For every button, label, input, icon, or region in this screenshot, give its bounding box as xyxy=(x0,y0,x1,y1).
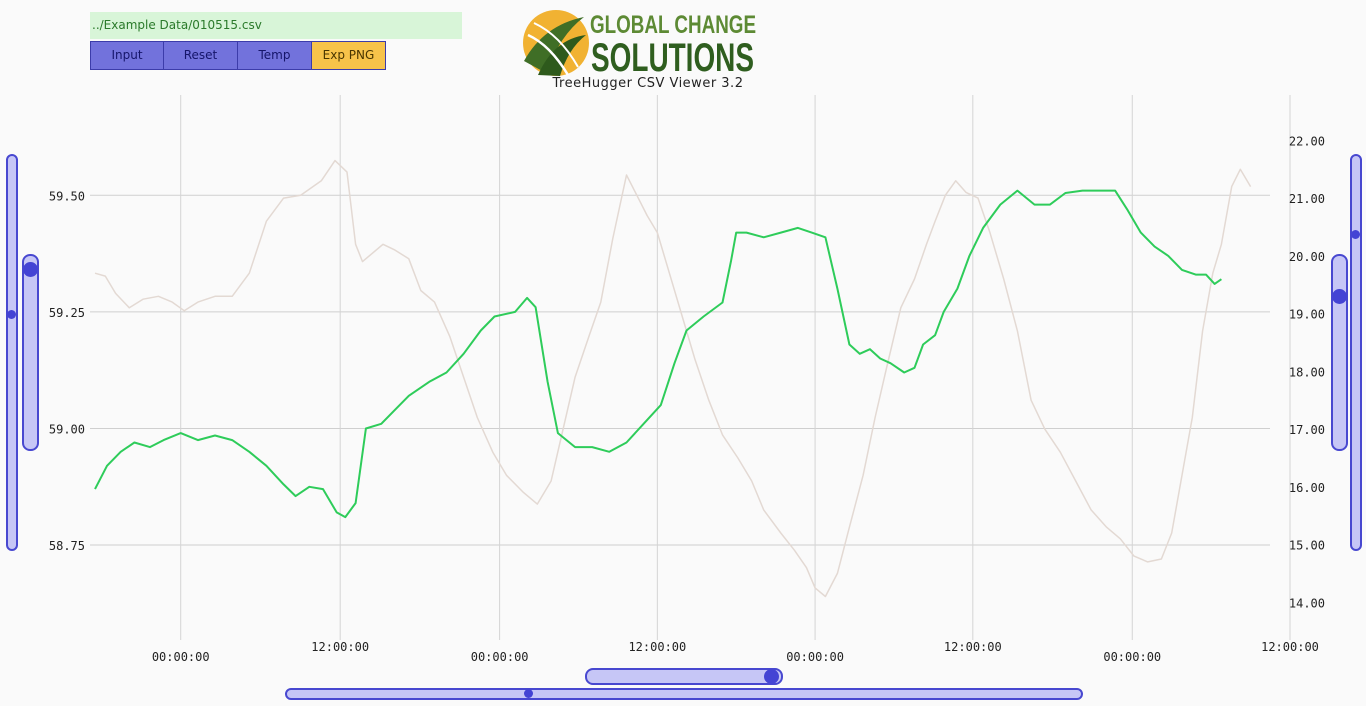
bottom-zoom-slider-handle[interactable] xyxy=(524,689,533,698)
right-axis-series-line xyxy=(94,159,1252,598)
app-subtitle: TreeHugger CSV Viewer 3.2 xyxy=(552,76,744,91)
logo-emblem-icon: GLOBAL CHANGE SOLUTIONS xyxy=(523,10,756,80)
x-tick-label: 12:00:00 xyxy=(311,640,369,654)
left-axis-labels: 58.75 59.00 59.25 59.50 xyxy=(49,189,85,553)
right-outer-zoom-slider[interactable] xyxy=(1350,154,1362,551)
left-inner-range-slider[interactable] xyxy=(22,254,39,451)
x-tick-label: 00:00:00 xyxy=(786,650,844,664)
x-tick-label: 00:00:00 xyxy=(471,650,529,664)
right-tick-label: 18.00 xyxy=(1289,365,1325,379)
toolbar: Input Reset Temp Exp PNG xyxy=(90,41,386,70)
x-tick-label: 12:00:00 xyxy=(628,640,686,654)
x-tick-label: 00:00:00 xyxy=(152,650,210,664)
x-tick-label: 12:00:00 xyxy=(944,640,1002,654)
left-tick-label: 59.25 xyxy=(49,306,85,320)
left-inner-slider-handle[interactable] xyxy=(23,262,38,277)
right-tick-label: 19.00 xyxy=(1289,308,1325,322)
x-tick-label: 00:00:00 xyxy=(1103,650,1161,664)
x-tick-label: 12:00:00 xyxy=(1261,640,1319,654)
left-axis-series-line xyxy=(94,189,1222,519)
bottom-zoom-slider[interactable] xyxy=(285,688,1083,700)
global-change-solutions-logo: GLOBAL CHANGE SOLUTIONS xyxy=(520,5,760,80)
reset-button[interactable]: Reset xyxy=(164,41,238,70)
left-tick-label: 59.50 xyxy=(49,189,85,203)
right-outer-slider-handle[interactable] xyxy=(1351,230,1360,239)
right-tick-label: 21.00 xyxy=(1289,192,1325,206)
logo-line2: SOLUTIONS xyxy=(591,36,754,77)
left-tick-label: 58.75 xyxy=(49,539,85,553)
chart-grid xyxy=(90,95,1291,640)
export-png-button[interactable]: Exp PNG xyxy=(312,41,386,70)
left-outer-zoom-slider[interactable] xyxy=(6,154,18,551)
chart-series xyxy=(94,159,1252,598)
right-tick-label: 15.00 xyxy=(1289,539,1325,553)
right-inner-slider-handle[interactable] xyxy=(1332,289,1347,304)
right-tick-label: 22.00 xyxy=(1289,134,1325,148)
x-axis-labels: 00:00:00 12:00:00 00:00:00 12:00:00 00:00:00… xyxy=(152,640,1319,664)
right-tick-label: 16.00 xyxy=(1289,481,1325,495)
right-inner-range-slider[interactable] xyxy=(1331,254,1348,451)
logo-line1: GLOBAL CHANGE xyxy=(590,11,756,39)
right-axis-labels: 14.00 15.00 16.00 17.00 18.00 19.00 20.00 21.00… xyxy=(1289,134,1325,610)
input-button[interactable]: Input xyxy=(90,41,164,70)
left-outer-slider-handle[interactable] xyxy=(7,310,16,319)
right-tick-label: 20.00 xyxy=(1289,250,1325,264)
bottom-range-slider[interactable] xyxy=(585,668,783,685)
file-path-display: ../Example Data/010515.csv xyxy=(90,12,462,39)
right-tick-label: 14.00 xyxy=(1289,596,1325,610)
temp-button[interactable]: Temp xyxy=(238,41,312,70)
right-tick-label: 17.00 xyxy=(1289,423,1325,437)
bottom-range-slider-handle[interactable] xyxy=(764,669,779,684)
left-tick-label: 59.00 xyxy=(49,422,85,436)
